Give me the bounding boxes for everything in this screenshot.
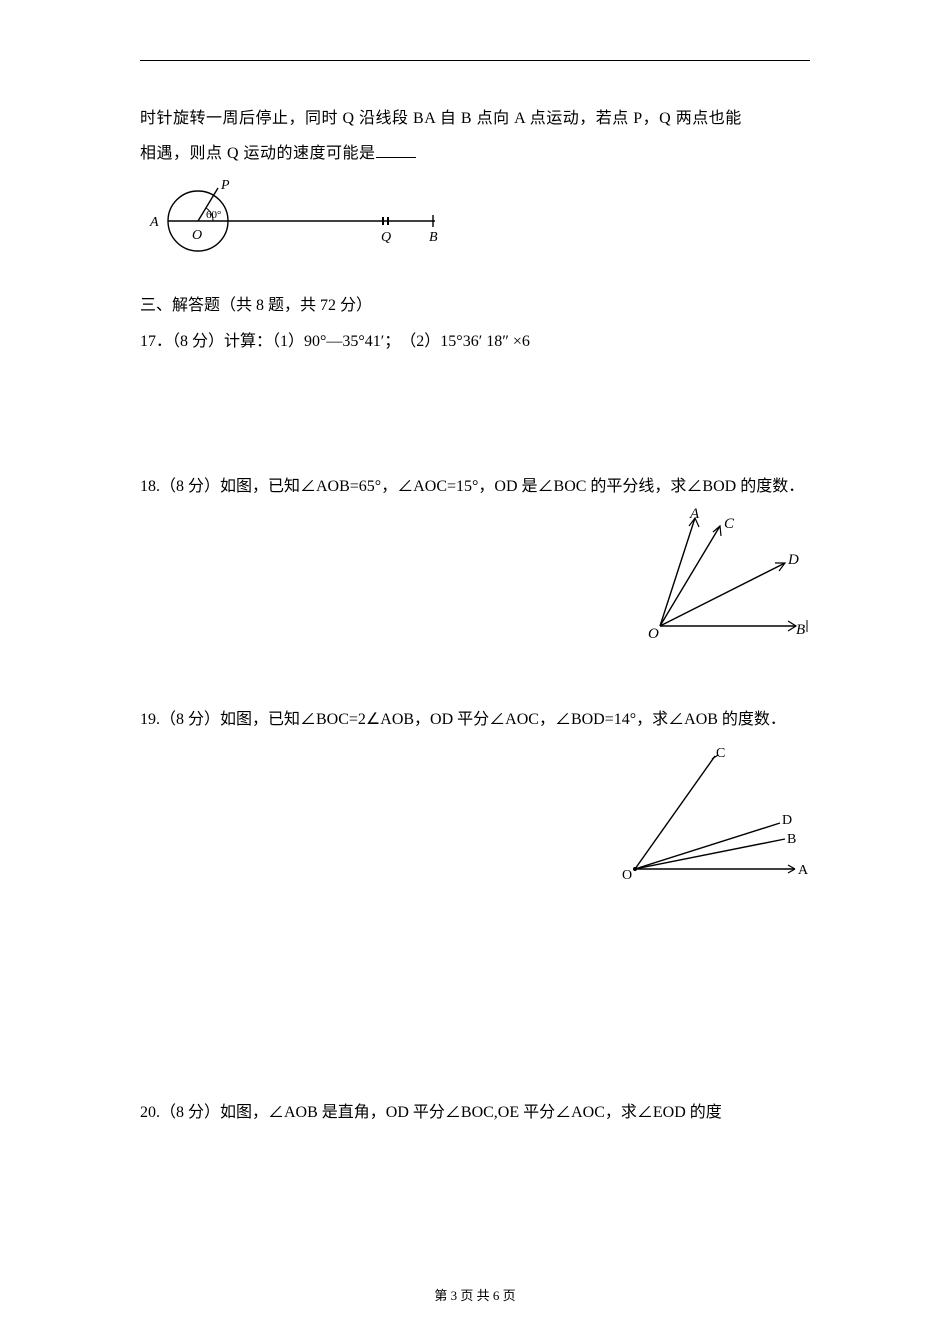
q18-line-OA <box>660 518 695 626</box>
q18-text: 18.（8 分）如图，已知∠AOB=65°，∠AOC=15°，OD 是∠BOC … <box>140 469 810 504</box>
q19-line-OB <box>635 839 785 869</box>
q19-label-C: C <box>716 746 725 761</box>
q19-label-A: A <box>798 863 809 878</box>
q18-label-C: C <box>724 516 735 532</box>
q19-figure: O A B D C <box>610 741 810 891</box>
q19-label-B: B <box>787 832 796 847</box>
q16-text-line2: 相遇，则点 Q 运动的速度可能是 <box>140 136 810 171</box>
q18-label-B: B <box>796 622 805 638</box>
q19-svg: O A B D C <box>610 741 810 886</box>
q18-label-A: A <box>689 508 700 522</box>
q16-figure: A O P 60° Q B <box>140 179 810 264</box>
q19-label-O: O <box>622 868 632 883</box>
q16-label-O: O <box>192 228 202 243</box>
q19-label-D: D <box>782 813 792 828</box>
q19-dot-O <box>633 867 637 871</box>
q16-label-A: A <box>149 215 159 230</box>
section3-heading: 三、解答题（共 8 题，共 72 分） <box>140 288 810 323</box>
q18-figure: O A C D B <box>640 508 810 653</box>
q19-line-OC <box>635 756 715 869</box>
q16-label-P: P <box>220 179 230 193</box>
q16-text-line2-prefix: 相遇，则点 Q 运动的速度可能是 <box>140 145 376 162</box>
page-footer: 第 3 页 共 6 页 <box>0 1285 950 1304</box>
q18-label-D: D <box>787 552 799 568</box>
q18-label-O: O <box>648 626 659 642</box>
q17-text: 17．（8 分）计算：（1）90°—35°41′； （2）15°36′ 18″ … <box>140 324 810 359</box>
q16-text-line1: 时针旋转一周后停止，同时 Q 沿线段 BA 自 B 点向 A 点运动，若点 P，… <box>140 101 810 136</box>
q16-svg: A O P 60° Q B <box>140 179 450 259</box>
q16-label-B: B <box>429 230 438 245</box>
q16-angle-text: 60° <box>206 209 221 221</box>
q16-blank <box>376 142 416 158</box>
q19-line-OD <box>635 823 780 869</box>
q18-svg: O A C D B <box>640 508 810 648</box>
q19-text: 19.（8 分）如图，已知∠BOC=2∠AOB，OD 平分∠AOC，∠BOD=1… <box>140 702 810 737</box>
top-divider <box>140 60 810 61</box>
q16-label-Q: Q <box>381 230 391 245</box>
q20-text: 20.（8 分）如图，∠AOB 是直角，OD 平分∠BOC,OE 平分∠AOC，… <box>140 1095 810 1130</box>
